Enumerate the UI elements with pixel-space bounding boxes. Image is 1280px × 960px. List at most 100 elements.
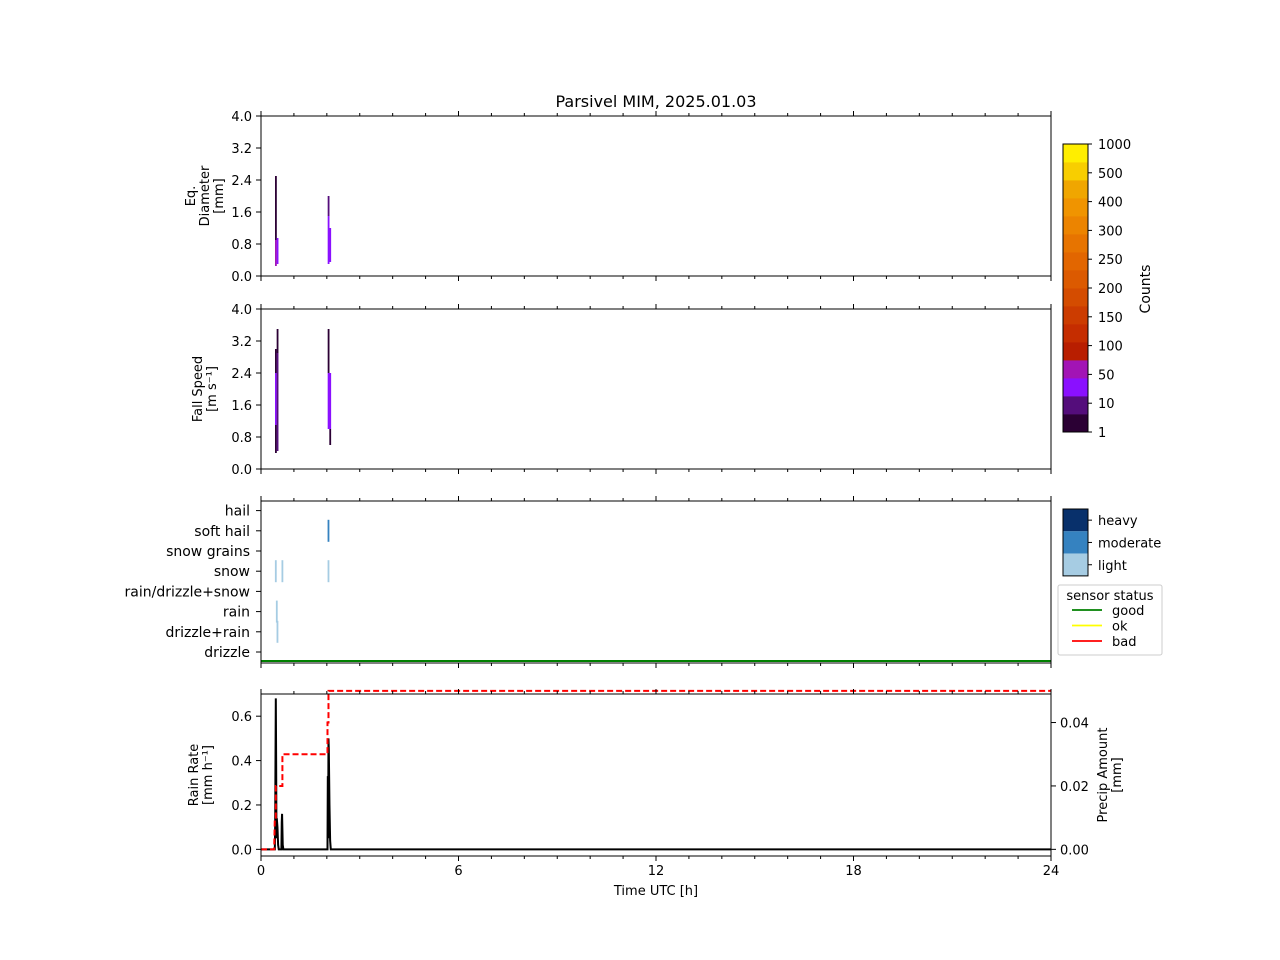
dsd-bin [275,349,277,373]
colorbar-segment [1063,180,1088,199]
dsd-bin [327,196,330,216]
y-tick-label: 2.4 [231,174,252,189]
category-label: hail [225,504,250,520]
y-tick-label: 0.0 [231,270,252,285]
y-tick-label: 1.6 [231,399,252,414]
y2-tick-label: 0.04 [1060,717,1089,732]
rain-rate-panel: 0.0 0.2 0.4 0.6 0.00 0.02 0.04 0 6 12 18 24 Rain Rat… [187,689,1125,879]
colorbar-tick-label: 100 [1098,340,1123,355]
precip-type-mark [327,560,330,583]
colorbar-tick-label: 1000 [1098,138,1131,153]
colorbar-tick-label: 500 [1098,167,1123,182]
dsd-bin [276,329,279,353]
dsd-bin [329,228,332,262]
y-tick-label: 0.0 [231,843,252,858]
x-tick-label: 24 [1043,864,1060,879]
category-label: drizzle [204,645,250,661]
colorbar-segment [1063,234,1088,253]
precip-type-mark [274,560,277,583]
diameter-panel: 0.0 0.8 1.6 2.4 3.2 4.0 Eq.Diameter[mm] [184,110,1052,285]
colorbar-tick-label: 300 [1098,224,1123,239]
intensity-frame [1062,508,1089,577]
colorbar-segment [1063,342,1088,361]
intensity-swatch [1063,553,1088,576]
rain-rate-line [261,698,1051,851]
x-tick-label: 0 [257,864,265,879]
y-tick-label: 0.0 [231,463,252,478]
precip-type-panel: drizzle drizzle+rain rain rain/drizzle+snow… [125,496,1052,668]
dsd-bin [327,216,330,264]
fall-speed-panel: 0.0 0.8 1.6 2.4 3.2 4.0 Fall Speed[m s⁻¹] [191,303,1052,478]
category-label: soft hail [194,524,250,540]
dsd-bin [276,353,279,451]
colorbar-segment [1063,270,1088,289]
y-tick-label: 0.4 [231,755,252,770]
intensity-swatch [1063,531,1088,554]
colorbar-tick-label: 150 [1098,311,1123,326]
intensity-label: heavy [1098,514,1138,529]
x-tick-label: 6 [454,864,462,879]
y-tick-label: 1.6 [231,206,252,221]
colorbar-segment [1063,144,1088,163]
status-label: good [1112,604,1144,619]
colorbar-tick-label: 10 [1098,397,1115,412]
y-axis-label: Eq.Diameter[mm] [184,165,227,226]
colorbar-segment [1063,306,1088,325]
dsd-bin [329,429,332,445]
colorbar-tick-label: 50 [1098,368,1115,383]
colorbar-tick-label: 250 [1098,253,1123,268]
colorbar-segment [1063,360,1088,379]
dsd-bin [275,240,277,266]
colorbar-segment [1063,252,1088,271]
precip-type-mark [276,620,279,643]
y-axis-label: Fall Speed[m s⁻¹] [191,356,220,422]
category-label: snow [214,564,250,580]
colorbar-tick-label: 400 [1098,196,1123,211]
colorbar-segment [1063,288,1088,307]
y2-tick-label: 0.02 [1060,780,1089,795]
dsd-bin [327,329,330,373]
colorbar-segment [1063,378,1088,397]
colorbar-segment [1063,216,1088,235]
status-label: bad [1112,635,1136,650]
category-label: rain/drizzle+snow [125,584,250,600]
y2-axis-label: Precip Amount[mm] [1096,728,1125,823]
category-label: rain [223,605,250,621]
intensity-legend: heavy moderate light [1062,508,1161,577]
intensity-label: moderate [1098,536,1161,551]
y-tick-label: 2.4 [231,367,252,382]
colorbar-segment [1063,414,1088,433]
y-tick-label: 0.8 [231,431,252,446]
chart-title: Parsivel MIM, 2025.01.03 [555,92,756,111]
x-tick-label: 12 [648,864,665,879]
colorbar-segment [1063,396,1088,415]
x-axis-label: Time UTC [h] [613,884,698,899]
precip-type-mark [327,519,330,542]
x-tick-label: 18 [845,864,862,879]
counts-colorbar: 1 10 50 100 150 200 250 300 400 500 1000 [1062,138,1131,441]
y-tick-label: 0.8 [231,238,252,253]
y-tick-label: 3.2 [231,142,252,157]
y-tick-label: 0.6 [231,710,252,725]
colorbar-segment [1063,198,1088,217]
colorbar-tick-label: 1 [1098,426,1106,441]
category-label: snow grains [166,544,250,560]
intensity-label: light [1098,559,1127,574]
dsd-bin [275,425,277,453]
precip-type-mark [281,560,284,583]
dsd-bin [327,373,330,429]
category-label: drizzle+rain [165,625,250,641]
legend-title: sensor status [1066,589,1153,604]
y-tick-label: 0.2 [231,799,252,814]
status-label: ok [1112,620,1128,635]
y-tick-label: 4.0 [231,303,252,318]
colorbar-segment [1063,324,1088,343]
dsd-bin [275,176,277,240]
y-tick-label: 4.0 [231,110,252,125]
precip-amount-line [261,689,1051,851]
intensity-swatch [1063,509,1088,532]
colorbar-segment [1063,162,1088,181]
precip-type-mark [275,600,278,623]
